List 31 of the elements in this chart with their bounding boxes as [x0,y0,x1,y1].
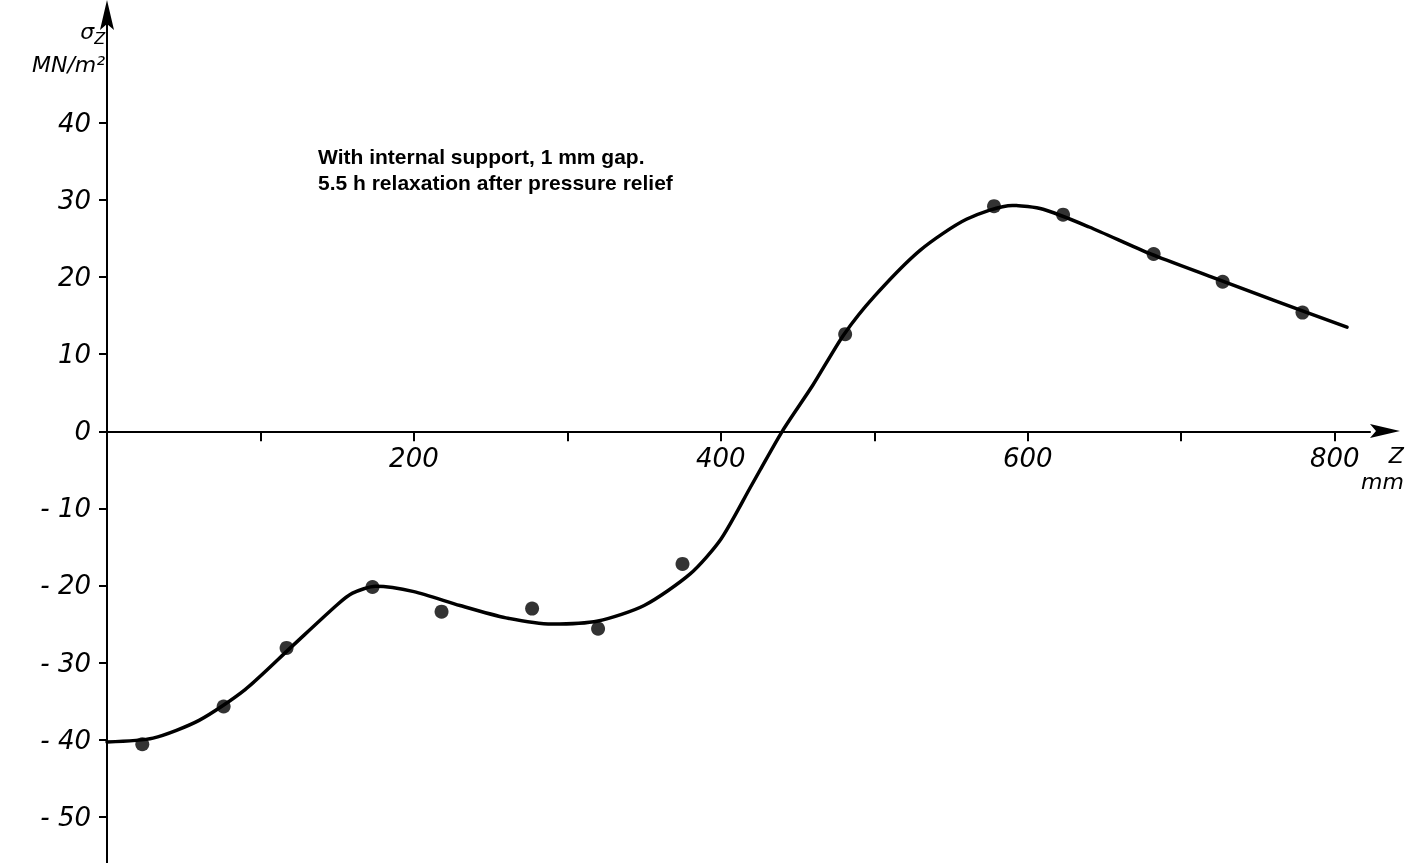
point [216,699,231,714]
y-tick-label: - 40 [40,724,91,755]
x-tick-label: 600 [1002,443,1053,474]
point [1295,305,1310,320]
point [135,737,150,752]
y-tick-label: - 50 [40,801,91,832]
y-tick-label: - 20 [40,570,91,601]
point [591,621,606,636]
point [987,199,1002,214]
x-tick-label: 800 [1309,443,1360,474]
point [1215,274,1230,289]
point [279,640,294,655]
point [434,604,449,619]
y-tick-label: - 10 [40,493,91,524]
y-tick-label: 30 [57,185,91,216]
point [525,601,540,616]
x-axis-title: Z mm [1361,443,1404,496]
y-tick-label: 10 [57,339,91,370]
y-tick-label: - 30 [40,647,91,678]
point [1146,246,1161,261]
x-tick-label: 200 [389,443,439,474]
point [365,580,380,595]
point [675,556,690,571]
point [838,327,853,342]
x-tick-label: 400 [696,443,746,474]
y-axis-title: σ$_{Z}$ MN/m² [32,19,106,79]
y-tick-label: 20 [57,262,91,293]
y-tick-label: 0 [74,416,91,447]
annotation: With internal support, 1 mm gap. 5.5 h relaxation after pressure relief [318,144,674,194]
point [1056,207,1071,222]
y-tick-label: 40 [57,107,91,138]
